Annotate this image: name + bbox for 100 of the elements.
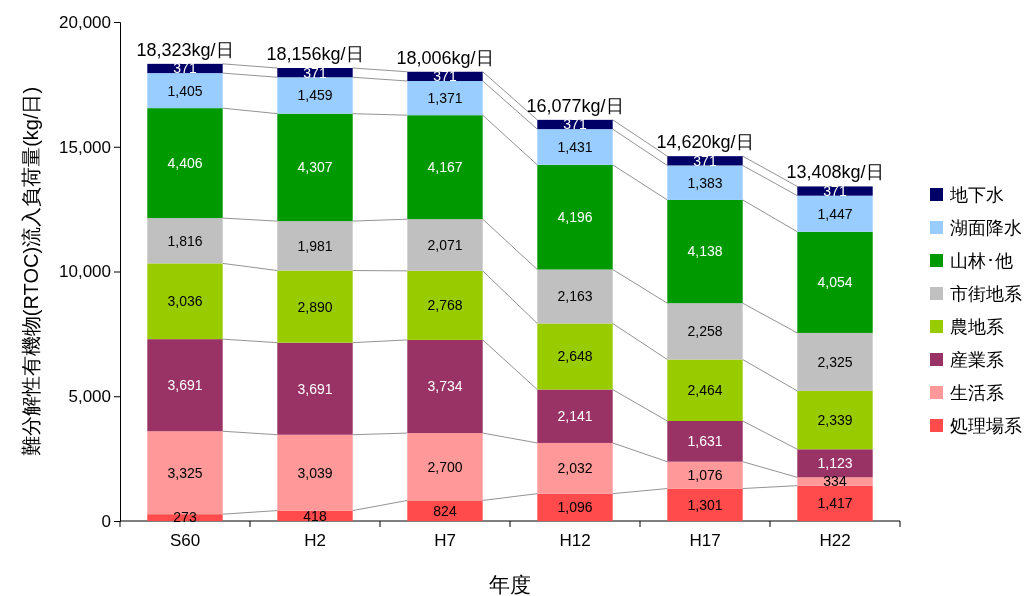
data-label: 371 — [303, 64, 327, 81]
x-tick-label: H17 — [689, 531, 721, 551]
bar — [667, 165, 743, 200]
data-label: 3,691 — [167, 377, 203, 394]
data-label: 2,648 — [557, 348, 593, 365]
data-label: 1,981 — [297, 237, 333, 254]
legend-label: 地下水 — [949, 185, 1004, 206]
total-label: 18,006kg/日 — [396, 47, 494, 68]
bar — [667, 359, 743, 421]
data-label: 1,405 — [167, 82, 203, 99]
legend-label: 農地系 — [950, 317, 1004, 338]
bar — [147, 339, 223, 432]
data-label: 1,431 — [557, 138, 593, 155]
bar — [537, 323, 613, 390]
data-label: 334 — [823, 473, 847, 490]
data-label: 1,447 — [817, 205, 853, 222]
data-label: 2,339 — [817, 412, 853, 429]
data-label: 2,700 — [427, 458, 463, 475]
bar — [797, 449, 873, 478]
bar — [667, 303, 743, 360]
x-tick-label: S60 — [169, 531, 201, 551]
data-label: 4,406 — [167, 155, 203, 172]
total-label: 18,323kg/日 — [136, 39, 234, 60]
data-label: 4,307 — [297, 159, 333, 176]
data-label: 273 — [173, 509, 197, 526]
data-label: 1,383 — [687, 174, 723, 191]
legend-label: 生活系 — [950, 383, 1004, 404]
legend-label: 処理場系 — [950, 416, 1022, 437]
data-label: 371 — [693, 152, 717, 169]
bar — [407, 270, 483, 340]
bar — [797, 332, 873, 391]
data-label: 3,036 — [167, 293, 203, 310]
x-tick-label: H2 — [304, 531, 326, 551]
data-label: 2,163 — [557, 288, 593, 305]
bar — [797, 195, 873, 232]
x-tick-label: H22 — [819, 531, 851, 551]
bar — [537, 269, 613, 324]
y-tick-label: 20,000 — [59, 12, 111, 32]
bar — [537, 129, 613, 165]
bar — [147, 218, 223, 264]
bar — [277, 221, 353, 271]
data-label: 4,054 — [817, 274, 853, 291]
data-label: 2,325 — [817, 353, 853, 370]
bar — [797, 186, 873, 196]
legend-label: 山林･他 — [950, 251, 1013, 272]
total-label: 16,077kg/日 — [526, 95, 624, 116]
data-label: 1,371 — [427, 90, 463, 107]
bar — [407, 115, 483, 220]
data-label: 371 — [563, 116, 587, 133]
data-label: 824 — [433, 502, 457, 519]
bar — [667, 421, 743, 462]
data-label: 1,076 — [687, 467, 723, 484]
bar — [277, 77, 353, 114]
bar — [147, 263, 223, 340]
bar — [537, 493, 613, 521]
data-label: 3,325 — [167, 464, 203, 481]
bar — [277, 270, 353, 343]
x-tick-label: H7 — [434, 531, 456, 551]
data-label: 371 — [173, 60, 197, 77]
y-tick-label: 5,000 — [68, 387, 111, 407]
bar — [147, 108, 223, 219]
data-label: 3,039 — [297, 464, 333, 481]
bar — [797, 231, 873, 333]
bar — [667, 488, 743, 521]
total-label: 14,620kg/日 — [656, 132, 754, 153]
bar — [407, 433, 483, 501]
bar — [407, 81, 483, 116]
data-label: 1,096 — [557, 499, 593, 516]
y-tick-label: 15,000 — [59, 137, 111, 157]
data-label: 1,631 — [687, 433, 723, 450]
x-axis-title: 年度 — [489, 573, 531, 596]
data-label: 4,167 — [427, 159, 463, 176]
legend-label: 市街地系 — [950, 284, 1022, 305]
bar — [407, 339, 483, 434]
data-label: 1,459 — [297, 87, 333, 104]
bar — [277, 434, 353, 511]
bar — [537, 442, 613, 494]
bar — [667, 199, 743, 304]
data-label: 1,301 — [687, 496, 723, 513]
data-label: 2,071 — [427, 236, 463, 253]
y-tick-label: 0 — [101, 511, 111, 531]
data-label: 3,734 — [427, 378, 463, 395]
legend-label: 湖面降水 — [950, 218, 1022, 239]
total-label: 13,408kg/日 — [786, 162, 884, 183]
data-label: 2,890 — [297, 298, 333, 315]
bar — [537, 389, 613, 443]
data-label: 3,691 — [297, 380, 333, 397]
x-tick-label: H12 — [559, 531, 591, 551]
data-label: 2,141 — [557, 408, 593, 425]
data-label: 418 — [303, 507, 327, 524]
y-tick-label: 10,000 — [59, 262, 111, 282]
data-label: 371 — [433, 68, 457, 85]
data-label: 1,816 — [167, 232, 203, 249]
total-label: 18,156kg/日 — [266, 44, 364, 65]
bar — [667, 461, 743, 489]
bar — [537, 164, 613, 270]
data-label: 1,417 — [817, 495, 853, 512]
data-label: 1,123 — [817, 455, 853, 472]
data-label: 2,464 — [687, 382, 723, 399]
data-label: 2,768 — [427, 297, 463, 314]
